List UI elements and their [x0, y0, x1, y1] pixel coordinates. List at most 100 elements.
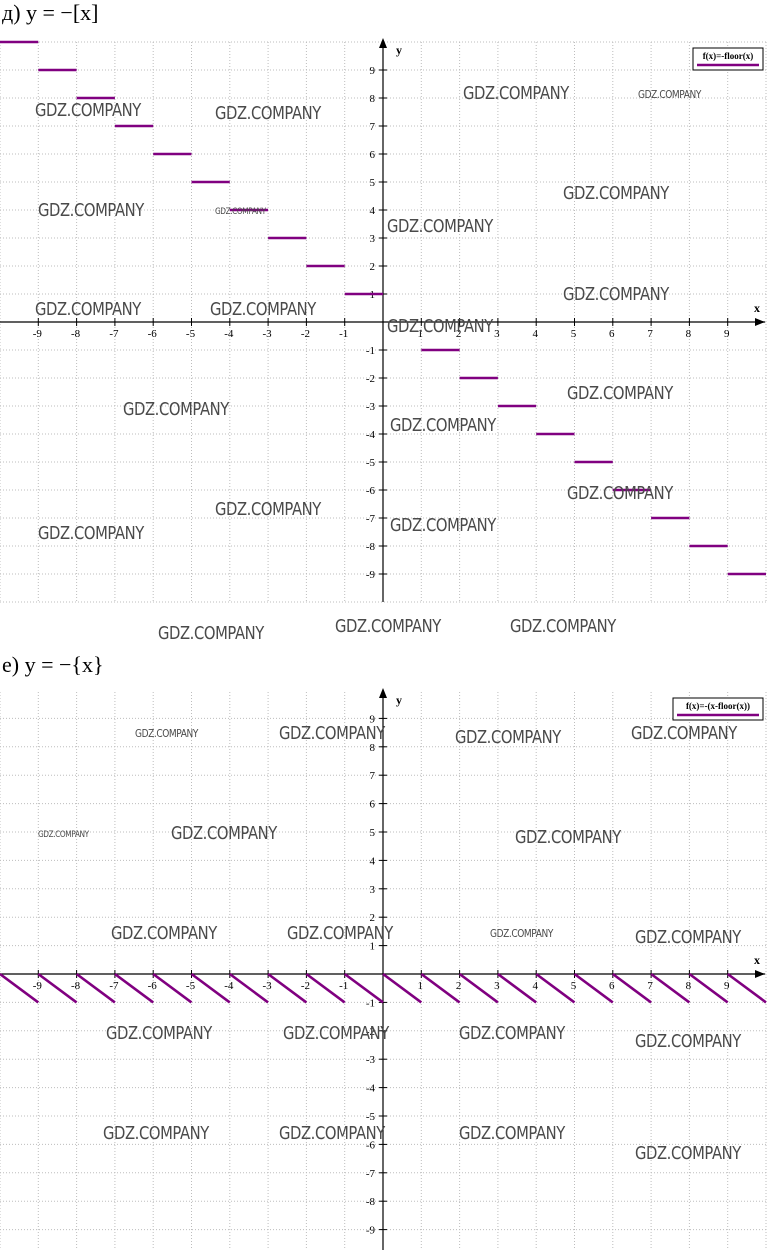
- y-tick-label: -5: [366, 457, 376, 469]
- y-tick-label: 2: [370, 261, 376, 273]
- x-axis-arrow: [755, 970, 765, 978]
- x-tick-label: -5: [186, 328, 196, 340]
- watermark-text: GDZ.COMPANY: [390, 415, 496, 436]
- watermark-text: GDZ.COMPANY: [635, 927, 741, 948]
- y-axis-label: y: [396, 693, 402, 707]
- y-tick-label: 6: [370, 149, 376, 161]
- x-tick-label: 7: [647, 980, 653, 992]
- watermark-text: GDZ.COMPANY: [335, 616, 441, 637]
- y-tick-label: 7: [370, 121, 376, 133]
- series-segment: [535, 972, 576, 1004]
- watermark-text: GDZ.COMPANY: [390, 515, 496, 536]
- x-tick-label: -7: [109, 980, 119, 992]
- x-tick-label: -9: [33, 980, 43, 992]
- x-tick-label: -6: [148, 328, 158, 340]
- series-segment: [382, 972, 423, 1004]
- y-tick-label: 7: [370, 770, 376, 782]
- x-tick-label: 4: [532, 328, 538, 340]
- y-tick-label: -9: [366, 569, 376, 581]
- y-axis-arrow: [379, 688, 387, 698]
- x-tick-label: -9: [33, 328, 43, 340]
- y-axis-label: y: [396, 43, 402, 57]
- series-segment: [114, 972, 154, 1004]
- watermark-text: GDZ.COMPANY: [279, 723, 385, 744]
- watermark-text: GDZ.COMPANY: [387, 216, 493, 237]
- y-tick-label: 3: [370, 884, 376, 896]
- x-tick-label: 8: [686, 328, 692, 340]
- x-tick-label: 7: [647, 328, 653, 340]
- y-tick-label: 2: [370, 912, 376, 924]
- x-tick-label: 8: [686, 980, 692, 992]
- watermark-text: GDZ.COMPANY: [158, 623, 264, 644]
- chart-d-floor: xy-9-8-7-6-5-4-3-2-1123456789987654321-1…: [0, 38, 767, 603]
- watermark-text: GDZ.COMPANY: [563, 284, 669, 305]
- x-tick-label: -4: [224, 980, 234, 992]
- watermark-text: GDZ.COMPANY: [123, 399, 229, 420]
- x-tick-label: 9: [724, 980, 730, 992]
- x-tick-label: -1: [339, 980, 348, 992]
- series-segment: [420, 972, 461, 1004]
- y-tick-label: -4: [366, 429, 376, 441]
- chart-title-e: е) y = −{x}: [2, 652, 104, 677]
- watermark-text: GDZ.COMPANY: [287, 923, 393, 944]
- y-tick-label: 6: [370, 799, 376, 811]
- x-axis-label: x: [754, 301, 760, 315]
- x-tick-label: 2: [456, 980, 462, 992]
- watermark-text: GDZ.COMPANY: [387, 316, 493, 337]
- series-segment: [267, 972, 308, 1004]
- y-tick-label: -7: [366, 1168, 376, 1180]
- watermark-text: GDZ.COMPANY: [567, 383, 673, 404]
- y-tick-label: -9: [366, 1225, 376, 1237]
- y-tick-label: -8: [366, 1196, 376, 1208]
- y-tick-label: -2: [366, 1026, 375, 1038]
- legend-label: f(x)=-floor(x): [703, 51, 754, 61]
- y-tick-label: 9: [370, 65, 376, 77]
- y-tick-label: 8: [370, 742, 376, 754]
- series-segment: [75, 972, 116, 1004]
- watermark-text: GDZ.COMPANY: [35, 100, 141, 121]
- x-tick-label: 2: [456, 328, 462, 340]
- x-tick-label: -2: [301, 328, 310, 340]
- y-tick-label: 1: [370, 941, 376, 953]
- watermark-text: GDZ.COMPANY: [210, 299, 316, 320]
- y-tick-label: -3: [366, 401, 376, 413]
- watermark-text: GDZ.COMPANY: [215, 207, 266, 217]
- x-axis-arrow: [755, 318, 765, 326]
- x-tick-label: -7: [109, 328, 119, 340]
- watermark-text: GDZ.COMPANY: [510, 616, 616, 637]
- chart-e-fractional: x y -9 -8 -7 -6 -5 -4 -3 -2 -1 1 2 3 4 5 6 7 8 9 9 8 7 6 5 4 3 2 1 -1…: [0, 688, 767, 1250]
- watermark-text: GDZ.COMPANY: [631, 723, 737, 744]
- series-segment: [343, 972, 384, 1004]
- y-tick-label: 5: [370, 177, 376, 189]
- watermark-text: GDZ.COMPANY: [215, 499, 321, 520]
- y-axis-arrow: [379, 38, 387, 48]
- y-tick-label: -7: [366, 513, 376, 525]
- y-tick-label: -6: [366, 485, 376, 497]
- watermark-text: GDZ.COMPANY: [635, 1031, 741, 1052]
- x-tick-label: -4: [224, 328, 234, 340]
- y-tick-label: -8: [366, 541, 376, 553]
- x-tick-label: 9: [724, 328, 730, 340]
- x-tick-label: 1: [418, 980, 424, 992]
- series-1: [0, 972, 767, 1004]
- series-0: [0, 40, 766, 576]
- x-tick-label: -8: [71, 980, 81, 992]
- series-segment: [612, 972, 652, 1004]
- watermark-text: GDZ.COMPANY: [459, 1123, 565, 1144]
- watermark-text: GDZ.COMPANY: [38, 830, 89, 840]
- x-tick-label: 1: [418, 328, 424, 340]
- watermark-text: GDZ.COMPANY: [135, 727, 198, 740]
- y-tick-label: -5: [366, 1111, 376, 1123]
- series-segment: [229, 972, 269, 1004]
- x-tick-label: -3: [263, 980, 273, 992]
- legend-label: f(x)=-(x-floor(x)): [686, 701, 750, 711]
- watermark-text: GDZ.COMPANY: [215, 103, 321, 124]
- watermark-text: GDZ.COMPANY: [638, 88, 701, 101]
- x-tick-label: -3: [263, 328, 273, 340]
- y-tick-label: -6: [366, 1139, 376, 1151]
- x-tick-label: -2: [301, 980, 310, 992]
- x-tick-label: -1: [339, 328, 348, 340]
- series-segment: [726, 972, 767, 1004]
- x-tick-label: 6: [609, 980, 615, 992]
- watermark-text: GDZ.COMPANY: [111, 923, 217, 944]
